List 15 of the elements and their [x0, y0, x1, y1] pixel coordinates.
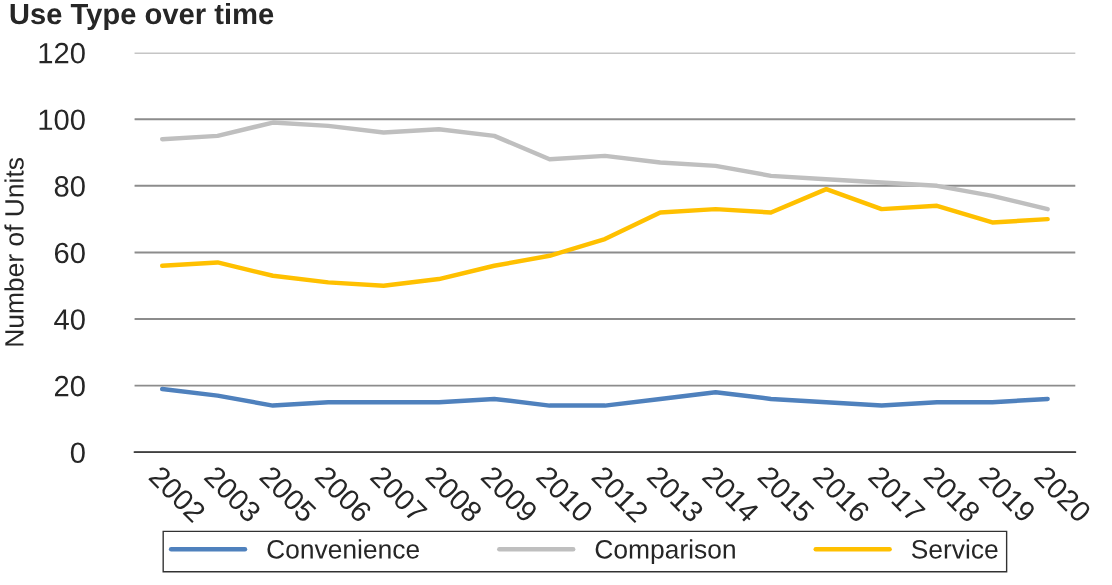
legend-label: Comparison — [595, 539, 735, 564]
y-tick-label: 40 — [54, 309, 85, 330]
y-tick-label: 80 — [54, 176, 85, 197]
y-tick-label: 0 — [70, 442, 85, 464]
y-tick-label: 100 — [39, 109, 85, 131]
line-series — [160, 386, 1050, 408]
y-tick-label: 120 — [39, 42, 85, 64]
legend-label: Convenience — [267, 539, 419, 559]
y-axis-title: Number of Units — [4, 158, 24, 346]
y-tick-label: 20 — [54, 375, 85, 397]
line-series — [160, 120, 1050, 212]
chart-title: Use Type over time — [10, 2, 274, 31]
line-series — [160, 186, 1050, 288]
y-tick-label: 60 — [54, 242, 85, 264]
legend-label: Service — [911, 539, 998, 559]
